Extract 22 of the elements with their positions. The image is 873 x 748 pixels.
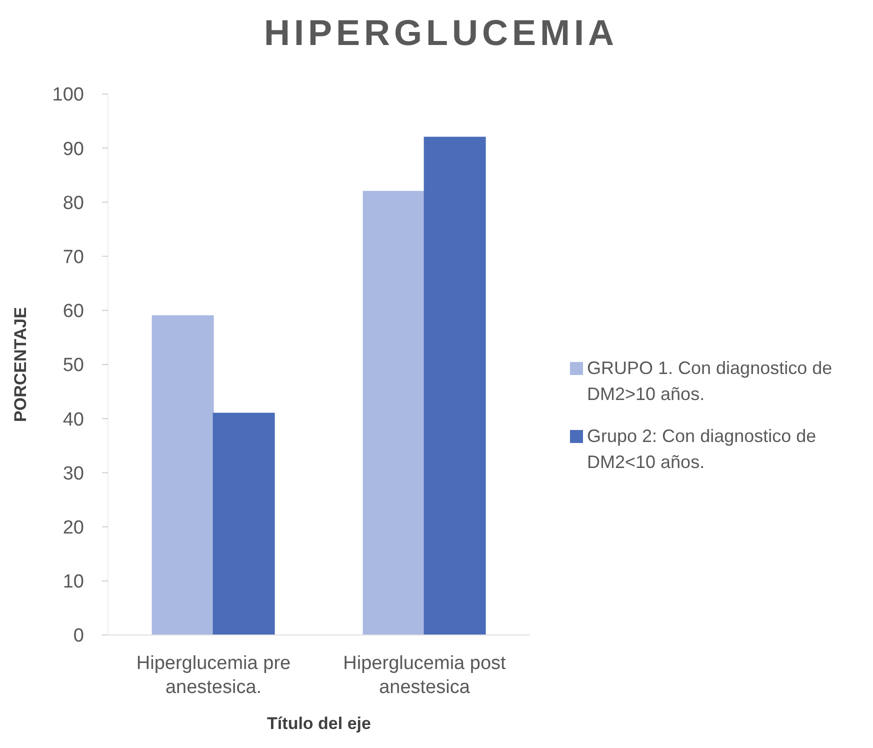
- bar: [212, 412, 275, 635]
- bar: [362, 190, 425, 635]
- legend-label: Grupo 2: Con diagnostico de DM2<10 años.: [587, 425, 818, 474]
- y-tick-label: 70: [62, 247, 84, 268]
- y-tick-label: 30: [62, 463, 84, 484]
- y-tick-label: 50: [62, 355, 84, 376]
- y-axis-title: PORCENTAJE: [11, 307, 30, 422]
- bar: [424, 136, 486, 635]
- chart-title: HIPERGLUCEMIA: [262, 12, 619, 54]
- y-tick-label: 80: [62, 192, 84, 214]
- y-tick-label: 40: [62, 409, 84, 430]
- legend-label: GRUPO 1. Con diagnostico de DM2>10 años.: [587, 357, 834, 406]
- y-tick-label: 0: [73, 626, 84, 647]
- bar: [152, 315, 214, 635]
- x-tick-label: Hiperglucemia pre anestesica.: [136, 653, 291, 698]
- x-axis-title: Título del eje: [267, 714, 371, 733]
- y-tick-label: 90: [62, 138, 84, 160]
- y-tick-label: 60: [62, 301, 84, 322]
- x-tick-label: Hiperglucemia post anestesica: [343, 653, 507, 698]
- y-tick-label: 20: [62, 518, 84, 539]
- y-tick-label: 10: [62, 572, 84, 593]
- y-tick-label: 100: [52, 84, 84, 106]
